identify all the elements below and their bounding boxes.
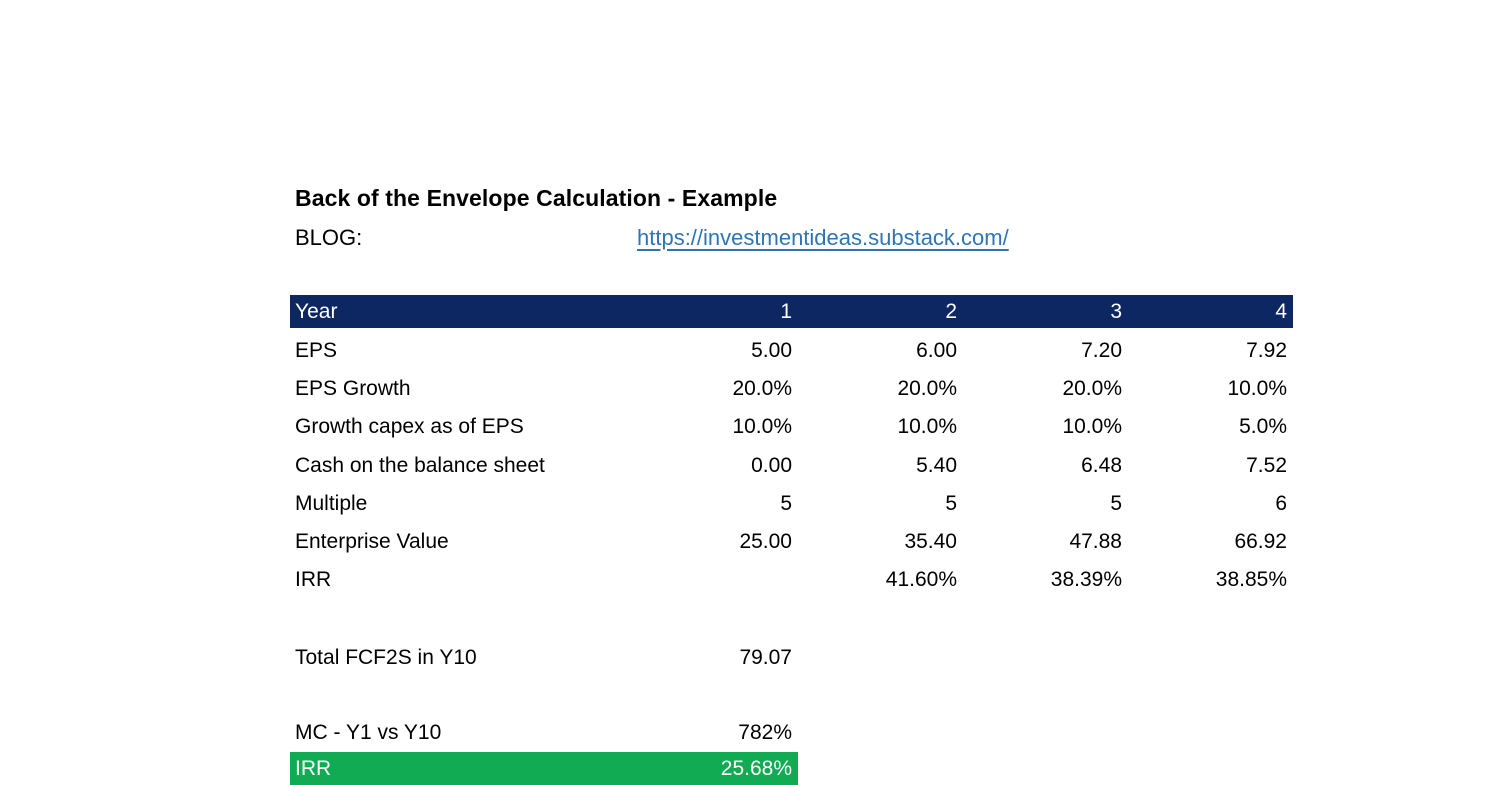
- row-label: EPS: [295, 339, 338, 363]
- row-value: 7.92: [1246, 339, 1287, 363]
- row-value: 38.85%: [1215, 568, 1287, 592]
- row-value: 20.0%: [1062, 377, 1122, 401]
- row-label: Enterprise Value: [295, 530, 449, 554]
- row-value: 7.20: [1081, 339, 1122, 363]
- blog-row: BLOG: https://investmentideas.substack.c…: [295, 223, 1295, 253]
- summary-row-mc: MC - Y1 vs Y10 782%: [290, 714, 798, 752]
- row-value: 25.00: [739, 530, 792, 554]
- row-value: 7.52: [1246, 453, 1287, 477]
- summary-total-label: Total FCF2S in Y10: [295, 646, 477, 669]
- row-value: 38.39%: [1050, 568, 1122, 592]
- row-label: Cash on the balance sheet: [295, 453, 545, 477]
- header-col-4: 4: [1275, 299, 1287, 323]
- row-value: 6.00: [916, 339, 957, 363]
- row-value: 5: [780, 491, 792, 515]
- header-col-2: 2: [945, 299, 957, 323]
- table-row: IRR 41.60% 38.39% 38.85%: [290, 561, 1293, 599]
- row-label: Multiple: [295, 491, 368, 515]
- row-value: 6: [1275, 491, 1287, 515]
- summary-row-irr-highlight: IRR 25.68%: [290, 752, 798, 785]
- page-title: Back of the Envelope Calculation - Examp…: [295, 185, 778, 211]
- row-value: 0.00: [751, 453, 792, 477]
- table-row: Multiple 5 5 5 6: [290, 485, 1293, 523]
- row-value: 5.00: [751, 339, 792, 363]
- row-value: 20.0%: [897, 377, 957, 401]
- table-body: EPS 5.00 6.00 7.20 7.92 EPS Growth 20.0% 20.0% 2…: [290, 332, 1293, 599]
- row-value: 10.0%: [732, 415, 792, 439]
- table-row: EPS 5.00 6.00 7.20 7.92: [290, 332, 1293, 370]
- row-value: 41.60%: [885, 568, 957, 592]
- summary-total-value: 79.07: [739, 646, 792, 669]
- row-value: 10.0%: [1062, 415, 1122, 439]
- row-value: 5.40: [916, 453, 957, 477]
- summary-row-total-fcf2s: Total FCF2S in Y10 79.07: [290, 639, 798, 677]
- header-year-label: Year: [295, 299, 338, 323]
- row-value: 10.0%: [1227, 377, 1287, 401]
- row-value: 66.92: [1234, 530, 1287, 554]
- row-value: 5: [945, 491, 957, 515]
- table-row: Cash on the balance sheet 0.00 5.40 6.48 7.5…: [290, 447, 1293, 485]
- row-value: 5.0%: [1239, 415, 1287, 439]
- row-label: EPS Growth: [295, 377, 411, 401]
- summary-mc-value: 782%: [738, 721, 792, 744]
- row-label: IRR: [295, 568, 332, 592]
- row-value: 35.40: [904, 530, 957, 554]
- blog-label: BLOG:: [295, 225, 363, 250]
- header-col-1: 1: [780, 299, 792, 323]
- table-header-row: Year 1 2 3 4: [290, 295, 1293, 328]
- row-value: 10.0%: [897, 415, 957, 439]
- summary-irr-label: IRR: [295, 756, 332, 780]
- row-value: 47.88: [1069, 530, 1122, 554]
- row-value: 6.48: [1081, 453, 1122, 477]
- blog-link[interactable]: https://investmentideas.substack.com/: [637, 225, 1009, 250]
- row-value: 20.0%: [732, 377, 792, 401]
- calc-table: Year 1 2 3 4 EPS 5.00 6.00 7.20 7.92 EPS Grow…: [290, 295, 1293, 599]
- summary-irr-value: 25.68%: [720, 756, 792, 780]
- row-label: Growth capex as of EPS: [295, 415, 524, 439]
- row-value: 5: [1110, 491, 1122, 515]
- header-col-3: 3: [1110, 299, 1122, 323]
- table-row: Growth capex as of EPS 10.0% 10.0% 10.0% 5.0…: [290, 408, 1293, 446]
- table-row: EPS Growth 20.0% 20.0% 20.0% 10.0%: [290, 370, 1293, 408]
- table-row: Enterprise Value 25.00 35.40 47.88 66.92: [290, 523, 1293, 561]
- summary-mc-label: MC - Y1 vs Y10: [295, 721, 442, 744]
